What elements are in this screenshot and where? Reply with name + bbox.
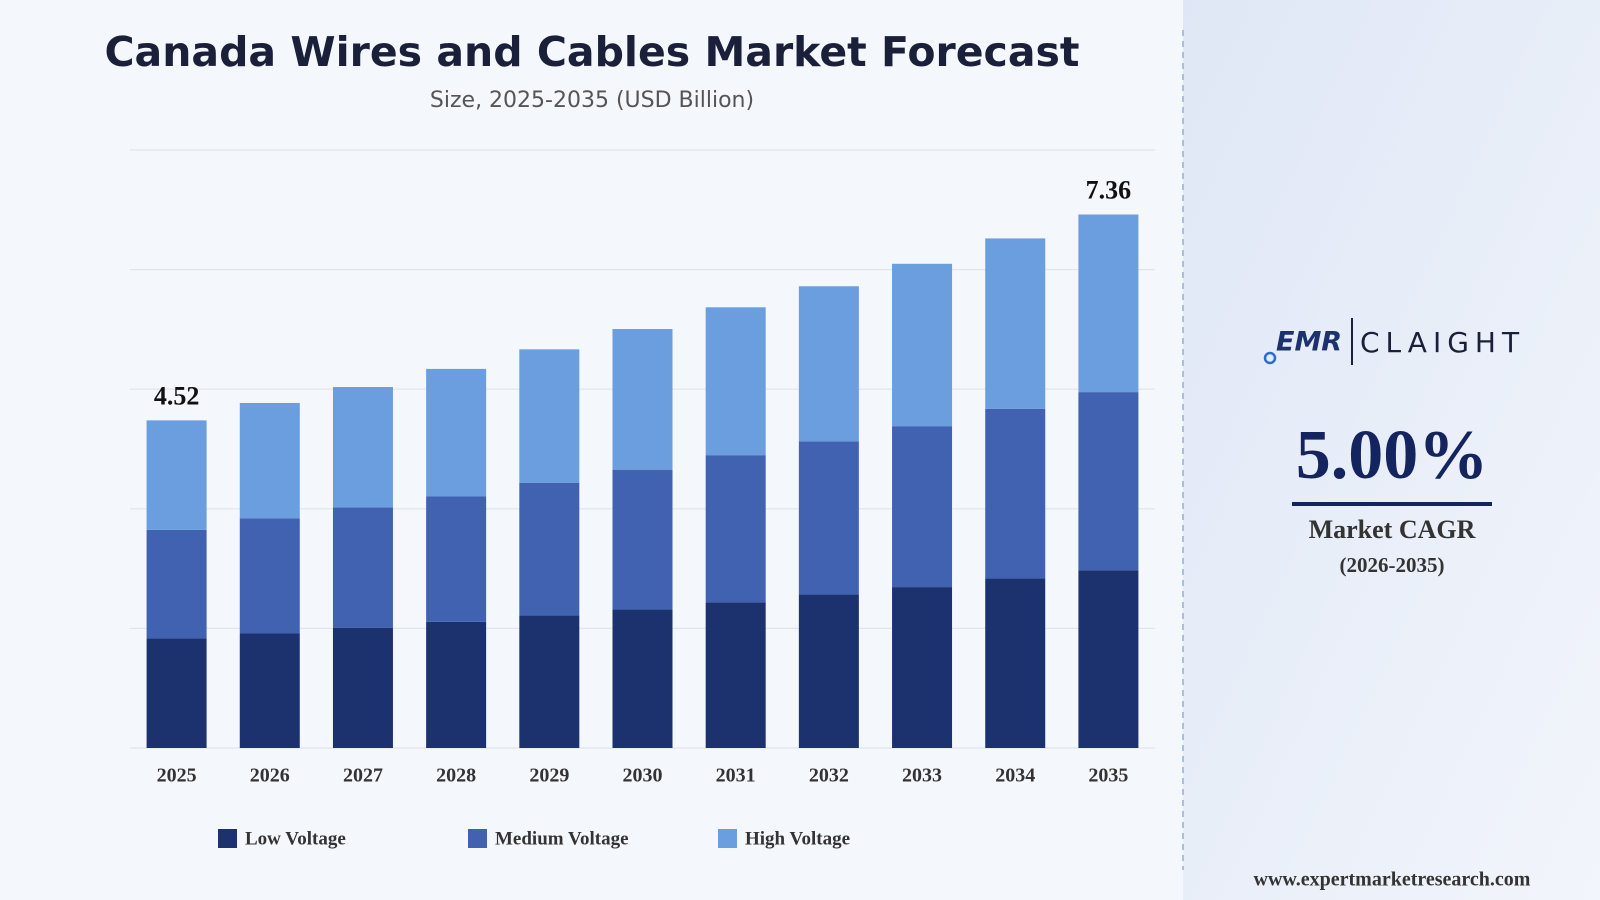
cagr-label: Market CAGR: [1309, 515, 1476, 544]
legend-swatch: [718, 829, 737, 848]
bar-segment: [332, 627, 393, 748]
bar-segment: [985, 578, 1046, 748]
bar-segment: [146, 638, 207, 748]
logo: EMR CLAIGHT: [1263, 318, 1525, 365]
legend-label: Low Voltage: [245, 828, 346, 849]
chart-subtitle: Size, 2025-2035 (USD Billion): [430, 88, 754, 113]
bar-segment: [146, 529, 207, 639]
x-tick-label: 2027: [343, 765, 383, 787]
x-tick-label: 2026: [250, 765, 290, 787]
x-tick-label: 2029: [529, 765, 569, 787]
x-tick-label: 2033: [902, 765, 942, 787]
bar-segment: [426, 621, 487, 748]
bar-segment: [239, 518, 300, 634]
bar-segment: [332, 387, 393, 508]
cagr-period: (2026-2035): [1340, 553, 1445, 577]
bar-segment: [892, 426, 953, 588]
bar-segment: [519, 349, 580, 483]
bar-segment: [612, 329, 673, 470]
bar-segment: [239, 633, 300, 748]
total-label: 7.36: [1086, 175, 1132, 204]
x-tick-label: 2030: [623, 765, 663, 787]
bar-segment: [705, 307, 766, 456]
bar-segment: [426, 496, 487, 622]
bar-segment: [1078, 214, 1139, 393]
legend-swatch: [218, 829, 237, 848]
bar-segment: [239, 402, 300, 519]
bar-segment: [146, 420, 207, 530]
bar-segment: [892, 587, 953, 748]
legend-swatch: [468, 829, 487, 848]
bar-segment: [985, 238, 1046, 409]
bar-segment: [705, 455, 766, 603]
cagr-value: 5.00%: [1296, 417, 1489, 494]
website: www.expertmarketresearch.com: [1254, 869, 1531, 891]
bar-segment: [798, 441, 859, 595]
bar-segment: [1078, 570, 1139, 748]
bar-segment: [892, 263, 953, 427]
logo-left: EMR: [1276, 327, 1342, 358]
legend-label: Medium Voltage: [495, 828, 629, 849]
bar-segment: [426, 368, 487, 497]
x-tick-label: 2032: [809, 765, 849, 787]
bar-segment: [519, 615, 580, 748]
x-tick-label: 2025: [157, 765, 197, 787]
x-tick-label: 2031: [716, 765, 756, 787]
bar-segment: [519, 482, 580, 616]
bar-segment: [612, 469, 673, 610]
bar-segment: [332, 507, 393, 628]
x-tick-label: 2034: [995, 765, 1035, 787]
bar-segment: [798, 286, 859, 442]
bar-segment: [985, 408, 1046, 579]
x-tick-label: 2028: [436, 765, 476, 787]
bar-segment: [1078, 392, 1139, 571]
bar-segment: [705, 602, 766, 748]
side-panel: [1183, 0, 1600, 900]
bar-segment: [612, 609, 673, 748]
chart-title: Canada Wires and Cables Market Forecast: [104, 28, 1079, 76]
cagr-underline: [1292, 502, 1492, 506]
total-label: 4.52: [154, 381, 200, 410]
x-tick-label: 2035: [1088, 765, 1128, 787]
bar-segment: [798, 594, 859, 748]
legend-label: High Voltage: [745, 828, 850, 849]
logo-right: CLAIGHT: [1360, 326, 1525, 359]
logo-dot: [1263, 351, 1277, 365]
